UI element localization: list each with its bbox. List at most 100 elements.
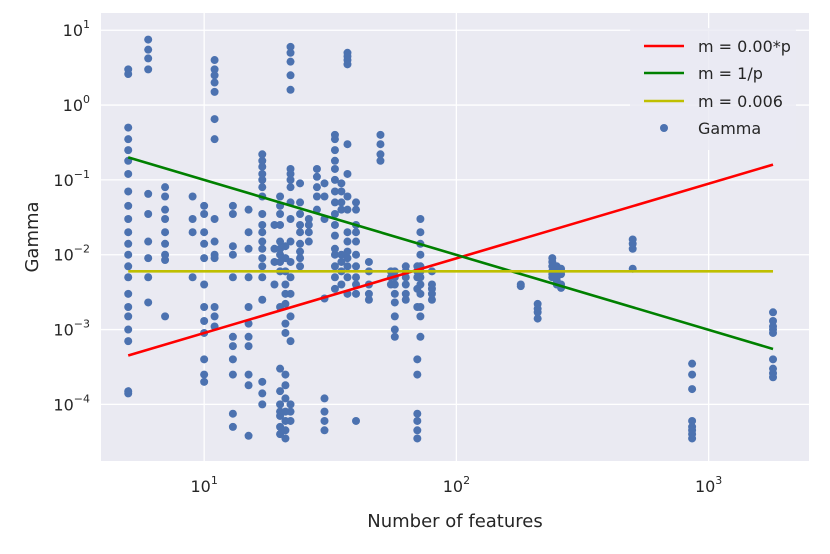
data-point — [228, 409, 237, 418]
data-point — [281, 319, 290, 328]
data-point — [210, 135, 219, 144]
data-point — [286, 183, 295, 192]
data-point — [296, 198, 305, 207]
data-point — [352, 262, 361, 271]
data-point — [210, 237, 219, 246]
data-point — [343, 228, 352, 237]
data-point — [330, 156, 339, 165]
data-point — [769, 355, 778, 364]
data-point — [296, 228, 305, 237]
data-point — [210, 78, 219, 87]
data-point — [296, 262, 305, 271]
data-point — [769, 308, 778, 317]
x-tick-label: 101 — [190, 474, 217, 496]
data-point — [330, 198, 339, 207]
data-point — [343, 205, 352, 214]
data-point — [286, 407, 295, 416]
data-point — [286, 400, 295, 409]
data-point — [296, 254, 305, 263]
data-point — [161, 255, 170, 264]
data-point — [416, 289, 425, 298]
scatter-points — [124, 35, 778, 443]
data-point — [330, 210, 339, 219]
data-point — [390, 280, 399, 289]
data-point — [390, 332, 399, 341]
data-point — [228, 332, 237, 341]
data-point — [352, 416, 361, 425]
data-point — [337, 250, 346, 259]
data-point — [210, 65, 219, 74]
data-point — [343, 254, 352, 263]
y-tick-label: 10−4 — [53, 392, 90, 414]
data-point — [304, 215, 313, 224]
legend: m = 0.00*p m = 1/p m = 0.006 Gamma — [630, 28, 796, 150]
data-point — [258, 210, 267, 219]
legend-box — [630, 28, 796, 150]
data-point — [200, 201, 209, 210]
data-point — [124, 389, 133, 398]
data-point — [390, 298, 399, 307]
data-point — [124, 312, 133, 321]
data-point — [416, 250, 425, 259]
data-point — [258, 262, 267, 271]
data-point — [312, 183, 321, 192]
y-tick-label: 10−3 — [53, 318, 90, 340]
data-point — [281, 426, 290, 435]
data-point — [281, 394, 290, 403]
data-point — [124, 273, 133, 282]
data-point — [769, 328, 778, 337]
data-point — [286, 215, 295, 224]
data-point — [688, 385, 697, 394]
data-point — [330, 146, 339, 155]
data-point — [200, 370, 209, 379]
data-point — [416, 280, 425, 289]
data-point — [413, 355, 422, 364]
data-point — [188, 273, 197, 282]
data-point — [337, 179, 346, 188]
data-point — [244, 205, 253, 214]
data-point — [286, 85, 295, 94]
data-point — [296, 210, 305, 219]
data-point — [124, 187, 133, 196]
data-point — [144, 35, 153, 44]
data-point — [281, 434, 290, 443]
data-point — [258, 150, 267, 159]
data-point — [427, 289, 436, 298]
data-point — [312, 164, 321, 173]
data-point — [337, 205, 346, 214]
data-point — [330, 135, 339, 144]
data-point — [210, 87, 219, 96]
data-point — [286, 237, 295, 246]
data-point — [416, 228, 425, 237]
data-point — [200, 210, 209, 219]
legend-label: m = 1/p — [698, 64, 763, 83]
data-point — [124, 169, 133, 178]
legend-label: m = 0.00*p — [698, 37, 791, 56]
data-point — [161, 239, 170, 248]
data-point — [258, 220, 267, 229]
data-point — [343, 262, 352, 271]
data-point — [364, 289, 373, 298]
y-tick-label: 101 — [63, 18, 90, 40]
data-point — [337, 257, 346, 266]
data-point — [258, 273, 267, 282]
data-point — [244, 228, 253, 237]
data-point — [228, 250, 237, 259]
data-point — [320, 426, 329, 435]
data-point — [312, 172, 321, 181]
data-point — [416, 215, 425, 224]
data-point — [188, 228, 197, 237]
data-point — [296, 179, 305, 188]
legend-label: m = 0.006 — [698, 92, 783, 111]
data-point — [244, 431, 253, 440]
data-point — [228, 201, 237, 210]
data-point — [124, 135, 133, 144]
data-point — [144, 54, 153, 63]
data-point — [688, 434, 697, 443]
data-point — [427, 295, 436, 304]
data-point — [769, 373, 778, 382]
data-point — [286, 312, 295, 321]
data-point — [320, 407, 329, 416]
data-point — [200, 317, 209, 326]
data-point — [124, 303, 133, 312]
